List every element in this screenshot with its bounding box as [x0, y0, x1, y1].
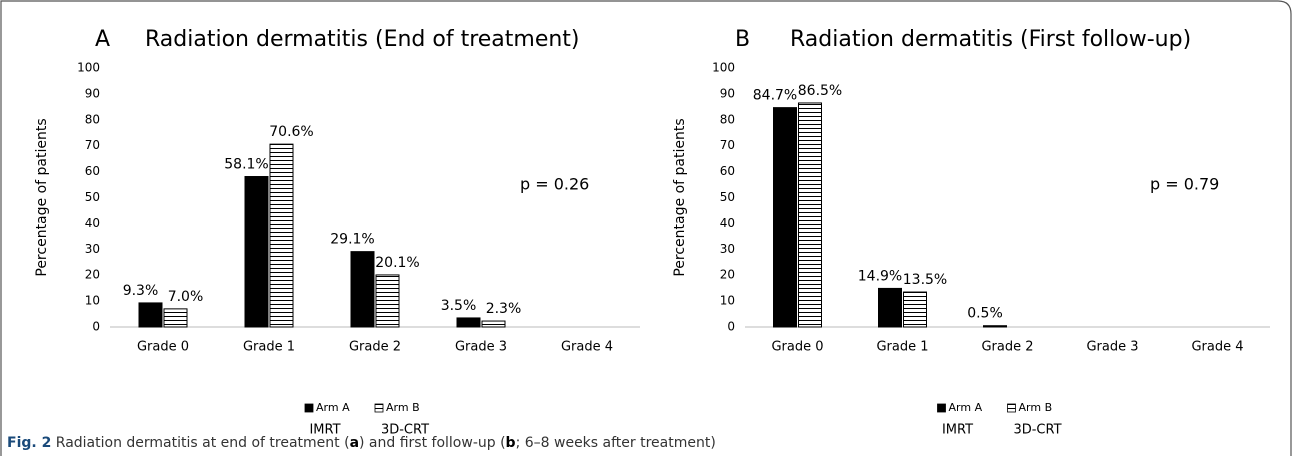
- y-tick-label: 60: [85, 164, 100, 178]
- y-tick-label: 30: [720, 242, 735, 256]
- legend-swatch: [1007, 403, 1016, 413]
- x-tick-label: Grade 4: [1191, 340, 1243, 355]
- caption-text: b: [506, 435, 516, 451]
- y-tick-label: 90: [85, 86, 100, 100]
- x-tick-label: Grade 1: [876, 340, 928, 355]
- data-label: 70.6%: [269, 124, 313, 140]
- y-tick-label: 80: [720, 112, 735, 126]
- chart-title: Radiation dermatitis (End of treatment): [145, 27, 580, 52]
- data-label: 29.1%: [330, 232, 374, 248]
- data-label: 84.7%: [753, 88, 797, 104]
- bar: [244, 176, 269, 328]
- legend-swatch: [304, 403, 314, 413]
- y-tick-label: 10: [720, 294, 735, 308]
- y-tick-label: 20: [720, 268, 735, 282]
- x-tick-label: Grade 2: [349, 340, 401, 355]
- data-label: 7.0%: [168, 289, 204, 305]
- legend-label: Arm B: [1019, 401, 1053, 414]
- x-tick-label: Grade 0: [771, 340, 823, 355]
- y-tick-label: 30: [85, 242, 100, 256]
- legend-note: IMRT: [309, 423, 340, 438]
- caption-label: Fig. 2: [7, 435, 51, 451]
- y-tick-label: 50: [720, 190, 735, 204]
- x-tick-label: Grade 2: [981, 340, 1033, 355]
- y-tick-label: 40: [85, 216, 100, 230]
- bar: [138, 302, 163, 328]
- legend-swatch: [374, 403, 384, 413]
- caption-text: ) and first follow-up (: [359, 435, 506, 451]
- x-tick-label: Grade 3: [455, 340, 507, 355]
- bar: [163, 308, 188, 328]
- data-label: 9.3%: [123, 283, 159, 299]
- legend-note: 3D-CRT: [381, 423, 429, 438]
- legend-note: 3D-CRT: [1013, 423, 1061, 438]
- bar: [481, 320, 506, 328]
- bar: [903, 291, 927, 328]
- y-tick-label: 50: [85, 190, 100, 204]
- y-tick-label: 70: [720, 138, 735, 152]
- y-tick-label: 0: [92, 320, 100, 334]
- annotation: p = 0.26: [520, 175, 589, 194]
- y-tick-label: 40: [720, 216, 735, 230]
- x-tick-label: Grade 1: [243, 340, 295, 355]
- y-tick-label: 80: [85, 112, 100, 126]
- x-tick-label: Grade 0: [137, 340, 189, 355]
- caption: Fig. 2 Radiation dermatitis at end of tr…: [7, 435, 716, 451]
- y-tick-label: 70: [85, 138, 100, 152]
- data-label: 2.3%: [486, 301, 522, 317]
- y-axis-label: Percentage of patients: [34, 118, 50, 276]
- x-tick-label: Grade 4: [561, 340, 613, 355]
- data-label: 14.9%: [858, 268, 902, 284]
- legend-label: Arm A: [949, 401, 983, 414]
- caption-text: Radiation dermatitis at end of treatment…: [51, 435, 349, 451]
- bar: [798, 102, 822, 328]
- caption-text: ; 6–8 weeks after treatment): [516, 435, 716, 451]
- y-tick-label: 100: [77, 61, 100, 75]
- y-tick-label: 60: [720, 164, 735, 178]
- bar: [350, 251, 375, 328]
- data-label: 86.5%: [798, 83, 842, 99]
- legend-label: Arm A: [316, 401, 350, 414]
- data-label: 58.1%: [224, 157, 268, 173]
- data-label: 13.5%: [903, 272, 947, 288]
- bar: [983, 325, 1007, 328]
- y-axis-label: Percentage of patients: [672, 118, 688, 276]
- y-tick-label: 90: [720, 86, 735, 100]
- bar: [375, 274, 400, 328]
- bar: [773, 107, 797, 328]
- legend-swatch: [937, 403, 946, 413]
- bar: [878, 287, 902, 328]
- caption-text: a: [350, 435, 359, 451]
- data-label: 3.5%: [441, 298, 477, 314]
- panel-label: A: [95, 27, 110, 52]
- legend-label: Arm B: [386, 401, 420, 414]
- y-tick-label: 10: [85, 294, 100, 308]
- bar: [456, 317, 481, 328]
- y-tick-label: 100: [712, 61, 735, 75]
- bar: [269, 143, 294, 328]
- annotation: p = 0.79: [1150, 175, 1219, 194]
- legend-note: IMRT: [942, 423, 973, 438]
- data-label: 20.1%: [375, 255, 419, 271]
- y-tick-label: 20: [85, 268, 100, 282]
- chart-title: Radiation dermatitis (First follow-up): [790, 27, 1191, 52]
- data-label: 0.5%: [967, 306, 1003, 322]
- panel-label: B: [735, 27, 750, 52]
- x-tick-label: Grade 3: [1086, 340, 1138, 355]
- y-tick-label: 0: [727, 320, 735, 334]
